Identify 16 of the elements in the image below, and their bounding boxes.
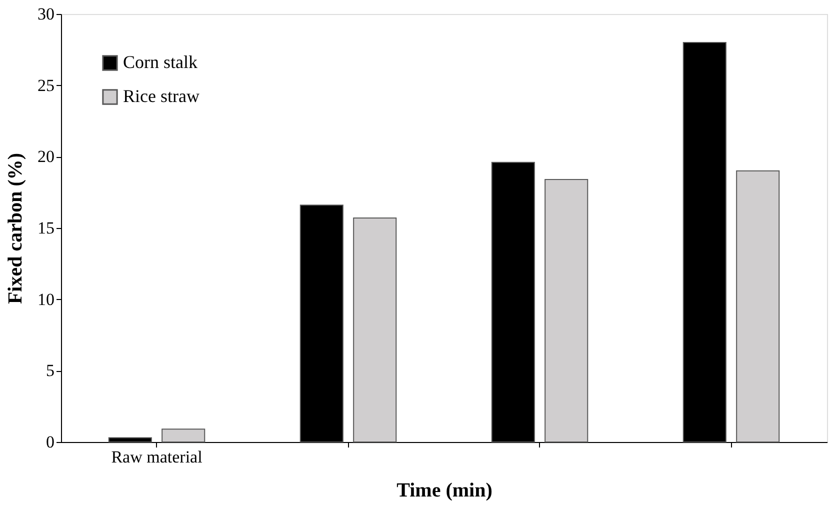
legend-label: Rice straw [123, 86, 200, 106]
y-tick-label: 25 [38, 76, 54, 95]
y-tick-label: 20 [38, 147, 54, 166]
bar [736, 170, 780, 442]
x-tick-label: Raw material [111, 448, 203, 466]
y-axis-title: Fixed carbon (%) [4, 152, 26, 304]
bar [544, 178, 588, 442]
y-tick-label: 0 [46, 432, 54, 452]
y-tick-label: 30 [38, 4, 54, 24]
bar [162, 428, 206, 442]
x-axis-title: Time (min) [396, 480, 492, 502]
y-tick-label: 15 [38, 218, 54, 238]
legend-label: Corn stalk [123, 52, 198, 72]
y-tick-label: 10 [38, 290, 54, 309]
bar [353, 218, 397, 442]
y-tick-label: 5 [46, 361, 54, 380]
